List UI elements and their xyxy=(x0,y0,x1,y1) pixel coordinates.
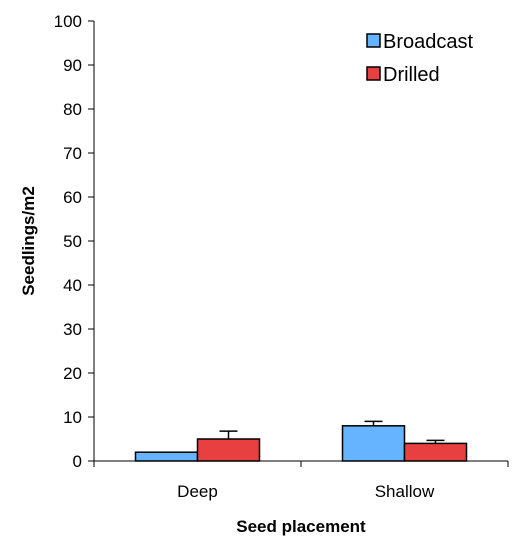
x-tick-label: Deep xyxy=(177,482,218,501)
y-axis: 0 10 20 30 40 50 60 70 80 90 100 xyxy=(54,12,95,471)
y-tick-label: 80 xyxy=(63,100,82,119)
legend-label-broadcast: Broadcast xyxy=(383,31,473,53)
bars-group xyxy=(134,420,468,462)
x-axis-title: Seed placement xyxy=(236,517,366,536)
y-tick-label: 60 xyxy=(63,188,82,207)
y-tick-label: 40 xyxy=(63,276,82,295)
legend-label-drilled: Drilled xyxy=(383,64,440,86)
x-axis: Deep Shallow xyxy=(93,460,509,501)
y-tick-label: 90 xyxy=(63,56,82,75)
legend-swatch-drilled xyxy=(366,66,381,81)
y-tick-label: 70 xyxy=(63,144,82,163)
bar-drilled xyxy=(196,438,261,462)
bar-broadcast xyxy=(134,451,199,462)
legend-swatch-broadcast xyxy=(366,33,381,48)
bar-broadcast xyxy=(341,425,406,462)
y-axis-title: Seedlings/m2 xyxy=(19,186,38,296)
x-tick-label: Shallow xyxy=(375,482,435,501)
bar-drilled xyxy=(403,442,468,462)
y-tick-label: 30 xyxy=(63,320,82,339)
y-tick-label: 20 xyxy=(63,364,82,383)
y-tick-label: 10 xyxy=(63,408,82,427)
legend: Broadcast Drilled xyxy=(358,25,496,89)
y-tick-label: 0 xyxy=(73,452,82,471)
legend-box xyxy=(358,25,496,89)
y-tick-label: 100 xyxy=(54,12,82,31)
y-tick-label: 50 xyxy=(63,232,82,251)
